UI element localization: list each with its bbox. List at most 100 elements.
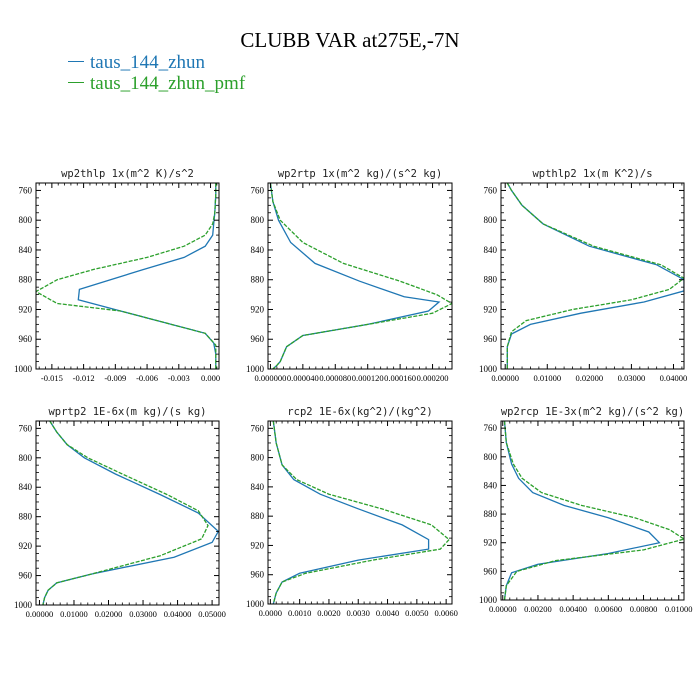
- y-tick-label: 960: [484, 566, 498, 576]
- chart-panel-5: rcp2 1E-6x(kg^2)/(kg^2) 760 800 840 880 920 96…: [246, 406, 458, 618]
- y-tick-label: 800: [251, 453, 265, 463]
- y-tick-label: 920: [484, 304, 498, 314]
- panel-title-4: wprtp2 1E-6x(m kg)/(s kg): [48, 406, 206, 418]
- y-tick-label: 760: [484, 423, 498, 433]
- y-tick-label: 920: [19, 304, 33, 314]
- x-tick-label: 0.000160: [384, 373, 416, 383]
- panel-title-3: wpthlp2 1x(m K^2)/s: [532, 168, 652, 180]
- y-tick-label: 960: [251, 570, 265, 580]
- x-tick-label: 0.00000: [491, 373, 519, 383]
- x-tick-label: 0.0030: [347, 608, 370, 618]
- y-tick-label: 1000: [246, 599, 265, 609]
- x-tick-label: 0.000000: [254, 373, 286, 383]
- series-line-2: [42, 421, 209, 605]
- plot-frame: [500, 420, 685, 601]
- y-tick-label: 840: [19, 482, 33, 492]
- x-tick-label: 0.0010: [288, 608, 311, 618]
- plot-frame: [500, 182, 685, 370]
- series-line-2: [272, 421, 451, 604]
- series-line-1: [506, 183, 684, 369]
- x-tick-label: 0.000: [201, 373, 220, 383]
- y-tick-label: 1000: [14, 364, 33, 374]
- x-tick-label: 0.01000: [60, 609, 88, 619]
- y-tick-label: 800: [484, 215, 498, 225]
- y-tick-label: 920: [251, 304, 265, 314]
- x-tick-label: 0.01000: [533, 373, 561, 383]
- x-tick-label: 0.00400: [559, 604, 587, 614]
- panel-title-5: rcp2 1E-6x(kg^2)/(kg^2): [287, 406, 432, 418]
- x-tick-label: 0.000080: [319, 373, 351, 383]
- y-tick-label: 840: [251, 245, 265, 255]
- x-tick-label: -0.006: [136, 373, 158, 383]
- y-tick-label: 960: [19, 571, 33, 581]
- y-tick-label: 840: [484, 245, 498, 255]
- x-tick-label: 0.000120: [352, 373, 384, 383]
- y-tick-label: 760: [251, 185, 265, 195]
- panel-title-6: wp2rcp 1E-3x(m^2 kg)/(s^2 kg): [501, 406, 684, 418]
- x-tick-label: 0.04000: [164, 609, 192, 619]
- legend-swatch-2: [68, 82, 84, 84]
- y-tick-label: 800: [251, 215, 265, 225]
- x-tick-label: 0.0060: [434, 608, 457, 618]
- x-tick-label: 0.00000: [489, 604, 517, 614]
- plot-frame: [267, 420, 453, 605]
- chart-panel-4: wprtp2 1E-6x(m kg)/(s kg) 760 800 840 880 920…: [14, 406, 226, 619]
- y-tick-label: 880: [19, 275, 33, 285]
- x-tick-label: 0.00000: [26, 609, 54, 619]
- y-tick-label: 1000: [14, 600, 33, 610]
- x-tick-label: 0.04000: [660, 373, 688, 383]
- y-tick-label: 760: [19, 423, 33, 433]
- series-line-1: [269, 183, 441, 369]
- y-tick-label: 880: [251, 275, 265, 285]
- y-tick-label: 960: [251, 334, 265, 344]
- plot-frame: [35, 420, 220, 606]
- series-line-1: [42, 421, 219, 605]
- x-tick-label: 0.03000: [618, 373, 646, 383]
- y-tick-label: 880: [484, 509, 498, 519]
- series-line-1: [503, 421, 661, 600]
- y-tick-label: 840: [484, 480, 498, 490]
- y-tick-label: 920: [19, 541, 33, 551]
- x-tick-label: 0.00600: [595, 604, 623, 614]
- chart-panel-6: wp2rcp 1E-3x(m^2 kg)/(s^2 kg)760 800 840 88…: [479, 406, 693, 614]
- x-tick-label: 0.000040: [287, 373, 319, 383]
- x-tick-label: 0.0050: [405, 608, 428, 618]
- y-tick-label: 960: [484, 334, 498, 344]
- x-tick-label: 0.00800: [630, 604, 658, 614]
- series-line-2: [36, 183, 217, 369]
- x-tick-label: 0.03000: [129, 609, 157, 619]
- y-tick-label: 760: [19, 185, 33, 195]
- x-tick-label: 0.01000: [665, 604, 693, 614]
- y-tick-label: 800: [19, 215, 33, 225]
- panel-title-2: wp2rtp 1x(m^2 kg)/(s^2 kg): [278, 168, 442, 180]
- y-tick-label: 760: [484, 185, 498, 195]
- panel-title-1: wp2thlp 1x(m^2 K)/s^2: [61, 168, 194, 180]
- y-tick-label: 800: [484, 452, 498, 462]
- series-line-2: [506, 183, 684, 369]
- y-tick-label: 760: [251, 423, 265, 433]
- x-tick-label: 0.000200: [417, 373, 449, 383]
- legend-swatch-1: [68, 61, 84, 63]
- legend-label-1: taus_144_zhun: [90, 52, 206, 73]
- y-tick-label: 1000: [479, 595, 498, 605]
- legend-entry-2: taus_144_zhun_pmf: [68, 73, 245, 95]
- series-line-1: [272, 421, 430, 604]
- series-line-2: [269, 183, 452, 369]
- x-tick-label: 0.05000: [198, 609, 226, 619]
- x-tick-label: -0.003: [168, 373, 190, 383]
- x-tick-label: 0.00200: [524, 604, 552, 614]
- x-tick-label: 0.0020: [317, 608, 340, 618]
- y-tick-label: 840: [19, 245, 33, 255]
- y-tick-label: 920: [251, 540, 265, 550]
- y-tick-label: 1000: [479, 364, 498, 374]
- chart-panel-1: wp2thlp 1x(m^2 K)/s^2 760 800 840 880 920 960 1…: [14, 168, 220, 383]
- chart-panel-2: wp2rtp 1x(m^2 kg)/(s^2 kg) 760 800 840 880 92…: [246, 168, 453, 383]
- x-tick-label: -0.009: [104, 373, 126, 383]
- chart-panel-3: wpthlp2 1x(m K^2)/s 760 800 840 880 920 960 100…: [479, 168, 687, 383]
- y-tick-label: 920: [484, 538, 498, 548]
- x-tick-label: 0.02000: [576, 373, 604, 383]
- y-tick-label: 880: [251, 511, 265, 521]
- series-line-1: [77, 183, 217, 369]
- y-tick-label: 960: [19, 334, 33, 344]
